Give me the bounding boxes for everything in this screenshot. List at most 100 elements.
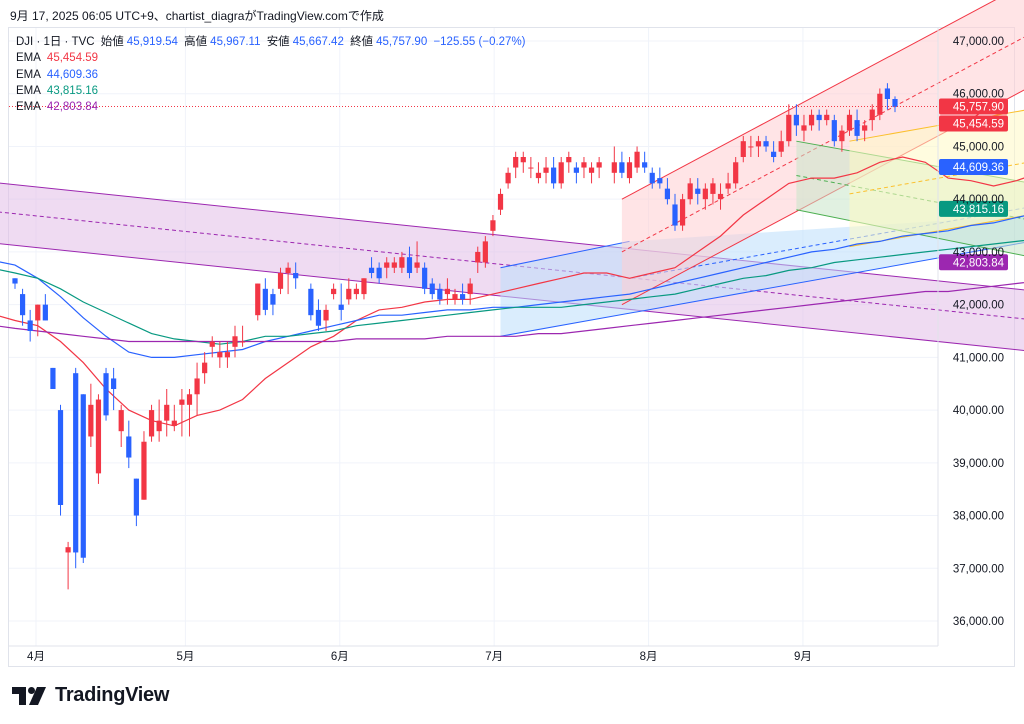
candle[interactable] — [869, 104, 875, 131]
candle[interactable] — [346, 278, 352, 305]
symbol-label[interactable]: DJI · 1日 · TVC — [16, 36, 95, 48]
candle[interactable] — [543, 157, 549, 184]
candle[interactable] — [846, 109, 853, 136]
candle[interactable] — [824, 109, 830, 126]
candle[interactable] — [695, 178, 701, 205]
candle[interactable] — [270, 288, 276, 316]
candle[interactable] — [338, 283, 344, 321]
candle[interactable] — [551, 157, 557, 189]
candle[interactable] — [581, 157, 587, 179]
candle[interactable] — [19, 288, 26, 326]
candle[interactable] — [368, 257, 375, 279]
candle[interactable] — [277, 267, 284, 295]
candle[interactable] — [111, 367, 117, 411]
candle[interactable] — [103, 367, 109, 421]
candle[interactable] — [558, 157, 564, 189]
candle[interactable] — [171, 404, 177, 432]
candle[interactable] — [513, 151, 519, 179]
legend-ema-3[interactable]: EMA 43,815.16 — [16, 83, 529, 99]
candle[interactable] — [80, 394, 86, 563]
candle[interactable] — [384, 257, 390, 279]
candle[interactable] — [596, 157, 602, 179]
candle[interactable] — [459, 283, 466, 305]
candle[interactable] — [611, 146, 617, 184]
candle[interactable] — [475, 246, 481, 273]
candle[interactable] — [444, 278, 451, 305]
candle[interactable] — [664, 178, 671, 205]
candle[interactable] — [786, 104, 792, 147]
candle[interactable] — [793, 104, 799, 136]
candle[interactable] — [657, 167, 663, 189]
candle[interactable] — [808, 109, 815, 131]
candle[interactable] — [399, 251, 405, 273]
candle[interactable] — [862, 120, 868, 142]
candles[interactable] — [12, 83, 898, 590]
candle[interactable] — [118, 404, 124, 447]
candle[interactable] — [535, 162, 542, 184]
candle[interactable] — [88, 383, 94, 447]
candle[interactable] — [156, 399, 162, 442]
candle[interactable] — [437, 283, 443, 305]
legend-ema-1[interactable]: EMA 45,454.59 — [16, 50, 529, 66]
candle[interactable] — [672, 193, 678, 231]
candle[interactable] — [73, 367, 79, 569]
candle[interactable] — [262, 278, 268, 316]
candle[interactable] — [725, 172, 731, 194]
candle[interactable] — [186, 389, 193, 437]
channel-upper-line[interactable] — [621, 0, 1024, 200]
candle[interactable] — [778, 130, 784, 157]
candle[interactable] — [634, 146, 640, 173]
candle[interactable] — [35, 304, 41, 337]
candle[interactable] — [255, 283, 261, 321]
candle[interactable] — [467, 278, 473, 305]
candle[interactable] — [642, 151, 648, 173]
candle[interactable] — [308, 283, 314, 321]
candle[interactable] — [452, 288, 458, 305]
candle[interactable] — [892, 96, 898, 113]
candle[interactable] — [65, 541, 71, 590]
candle[interactable] — [331, 283, 337, 300]
candle[interactable] — [95, 394, 102, 484]
channel-upper-line[interactable] — [849, 67, 1024, 142]
candle[interactable] — [323, 304, 329, 331]
candle[interactable] — [429, 278, 435, 300]
candle[interactable] — [133, 478, 139, 527]
candle[interactable] — [619, 151, 625, 179]
candle[interactable] — [164, 389, 170, 437]
channel-upper-line[interactable] — [500, 240, 630, 269]
candle[interactable] — [50, 367, 56, 389]
candle[interactable] — [687, 178, 693, 205]
candle[interactable] — [141, 431, 147, 500]
candle[interactable] — [126, 420, 132, 469]
candle[interactable] — [12, 278, 18, 289]
candle[interactable] — [588, 162, 595, 184]
candle[interactable] — [771, 141, 777, 163]
candle[interactable] — [353, 283, 359, 300]
channel-lower-line[interactable] — [500, 199, 1024, 337]
legend-ema-2[interactable]: EMA 44,609.36 — [16, 67, 529, 83]
candle[interactable] — [209, 336, 215, 358]
candle[interactable] — [831, 114, 837, 147]
candle[interactable] — [740, 135, 746, 163]
candle[interactable] — [482, 236, 488, 268]
candle[interactable] — [239, 325, 246, 347]
candle[interactable] — [520, 151, 526, 173]
candle[interactable] — [710, 178, 716, 205]
candle[interactable] — [232, 325, 238, 358]
candle[interactable] — [649, 167, 655, 189]
candle[interactable] — [573, 162, 579, 184]
candle[interactable] — [566, 151, 572, 173]
candle[interactable] — [717, 183, 724, 210]
candle[interactable] — [217, 341, 223, 368]
candle[interactable] — [422, 262, 428, 295]
candle[interactable] — [755, 135, 762, 157]
candle[interactable] — [748, 135, 754, 157]
candle[interactable] — [285, 262, 291, 295]
candle[interactable] — [733, 157, 739, 189]
candle[interactable] — [505, 167, 511, 189]
candle[interactable] — [179, 389, 185, 437]
candle[interactable] — [414, 241, 420, 273]
candle[interactable] — [224, 341, 231, 368]
channel-drawings[interactable] — [0, 0, 1024, 376]
